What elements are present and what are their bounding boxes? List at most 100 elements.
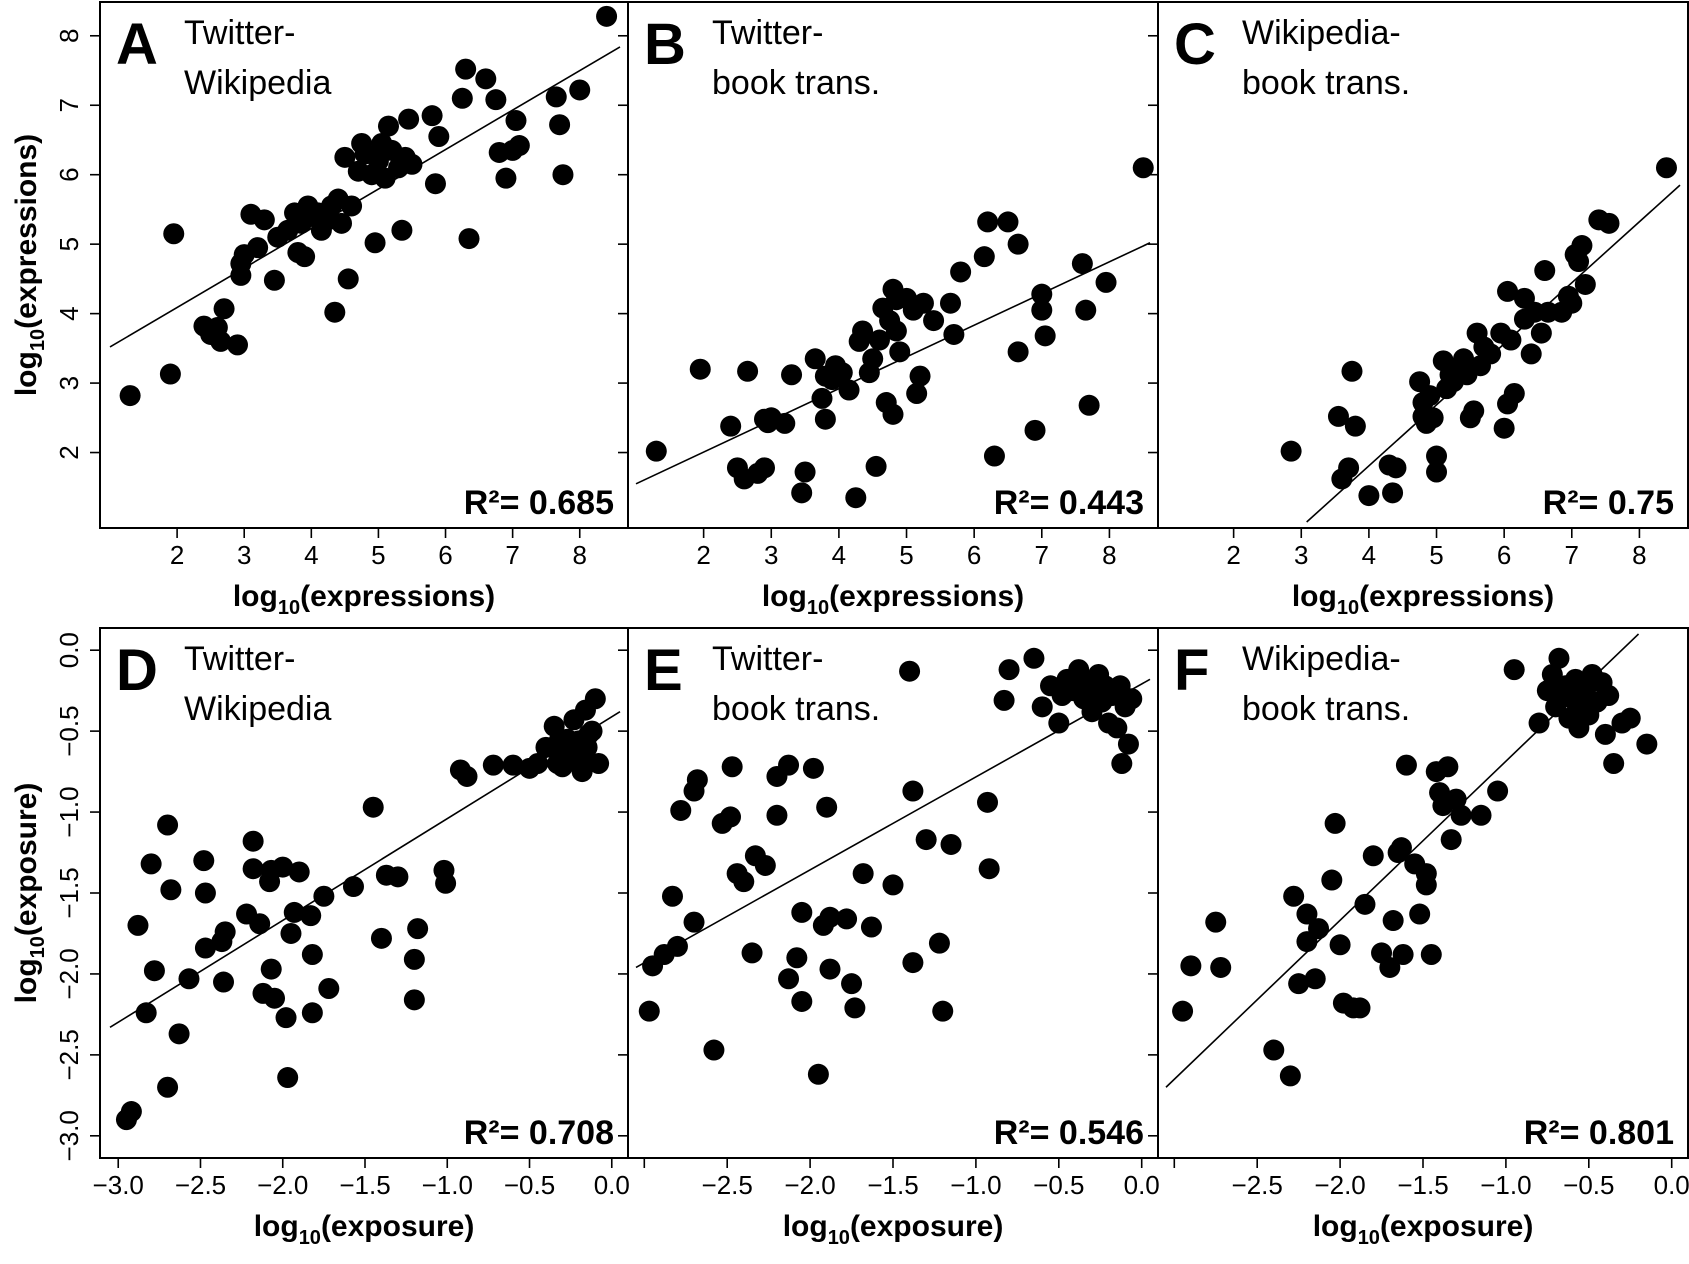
x-tick-label: −0.5 [504, 1170, 555, 1200]
data-point [666, 935, 688, 957]
data-point [1415, 863, 1437, 885]
data-point [1426, 445, 1448, 467]
data-point [1344, 415, 1366, 437]
data-point [277, 1067, 299, 1089]
data-point [505, 110, 527, 132]
r-squared-label: R²= 0.685 [464, 484, 614, 522]
data-point [407, 918, 429, 940]
data-point [786, 947, 808, 969]
data-point [1279, 1065, 1301, 1087]
data-point [816, 796, 838, 818]
y-tick-label: 2 [54, 445, 84, 459]
y-tick-label: −0.5 [54, 705, 84, 756]
data-point [802, 757, 824, 779]
data-point [1329, 934, 1351, 956]
data-point [950, 261, 972, 283]
x-tick-label: −2.0 [257, 1170, 308, 1200]
data-point [915, 829, 937, 851]
data-point [552, 164, 574, 186]
data-point [337, 268, 359, 290]
data-point [791, 990, 813, 1012]
data-point [1655, 157, 1677, 179]
x-tick-label: 3 [237, 540, 251, 570]
data-point [1385, 457, 1407, 479]
x-tick-label: 0.0 [1654, 1170, 1689, 1200]
x-tick-label: 3 [764, 540, 778, 570]
data-point [451, 87, 473, 109]
data-point [804, 348, 826, 370]
x-tick-label: −1.5 [867, 1170, 918, 1200]
data-point [435, 872, 457, 894]
panel-b: 2 3 4 5 6 7 8 B Twitter-book trans. R²= 0.443 log1… [618, 1, 1159, 619]
data-point [1071, 253, 1093, 275]
panel-title-line: Twitter- [184, 14, 295, 52]
data-point [1470, 804, 1492, 826]
y-tick-label: 7 [54, 98, 84, 112]
x-tick-label: 3 [1294, 540, 1308, 570]
data-point [1500, 329, 1522, 351]
data-point [324, 301, 346, 323]
panel-c: 2 3 4 5 6 7 8 C Wikipedia-book trans. R²= 0.75 log… [1148, 1, 1689, 619]
data-point [370, 927, 392, 949]
data-point [331, 212, 353, 234]
y-tick-label: −1.5 [54, 867, 84, 918]
x-axis-label: log10(expressions) [233, 580, 495, 619]
x-tick-label: 4 [832, 540, 846, 570]
data-point [1463, 400, 1485, 422]
data-point [939, 292, 961, 314]
x-tick-label: −2.0 [1314, 1170, 1365, 1200]
y-tick-label: 8 [54, 29, 84, 43]
data-point [571, 761, 593, 783]
data-point [424, 173, 446, 195]
data-point [294, 246, 316, 268]
r-squared-label: R²= 0.443 [994, 484, 1144, 522]
data-point [661, 885, 683, 907]
panel-title-line: Wikipedia [184, 64, 331, 102]
panel-title-line: book trans. [712, 690, 880, 728]
data-point [1530, 322, 1552, 344]
data-point [1023, 647, 1045, 669]
panel-letter: B [644, 12, 686, 77]
data-point [227, 334, 248, 356]
panel-title-line: Wikipedia [184, 690, 331, 728]
data-point [1503, 383, 1525, 404]
x-tick-label: 6 [967, 540, 981, 570]
data-point [210, 330, 232, 352]
data-point [932, 1000, 954, 1022]
data-points [115, 688, 610, 1131]
x-tick-label: −1.0 [950, 1170, 1001, 1200]
data-point [1288, 973, 1310, 995]
data-point [1283, 885, 1305, 907]
data-points [1172, 647, 1658, 1087]
data-point [977, 791, 999, 813]
data-point [1007, 233, 1029, 255]
data-point [1390, 837, 1412, 859]
panel-title-line: book trans. [1242, 64, 1410, 102]
data-point [1379, 956, 1401, 978]
data-point [1420, 944, 1442, 966]
x-tick-label: 2 [170, 540, 184, 570]
data-point [214, 921, 236, 943]
data-point [1548, 647, 1570, 669]
data-point [737, 360, 759, 382]
data-point [260, 958, 282, 980]
data-point [811, 387, 833, 409]
data-point [906, 383, 928, 404]
data-point [814, 408, 836, 430]
data-point [781, 364, 803, 386]
panel-letter: F [1174, 638, 1209, 703]
data-point [475, 68, 497, 90]
data-point [885, 320, 907, 342]
data-point [387, 866, 409, 888]
data-point [1304, 968, 1326, 990]
x-tick-label: 8 [573, 540, 587, 570]
data-point [588, 753, 610, 774]
data-point [1409, 903, 1431, 925]
x-tick-label: 6 [1497, 540, 1511, 570]
data-point [1280, 440, 1302, 462]
data-point [899, 660, 921, 682]
data-point [1034, 325, 1056, 347]
data-point [495, 167, 517, 189]
x-axis-label: log10(expressions) [762, 580, 1024, 619]
